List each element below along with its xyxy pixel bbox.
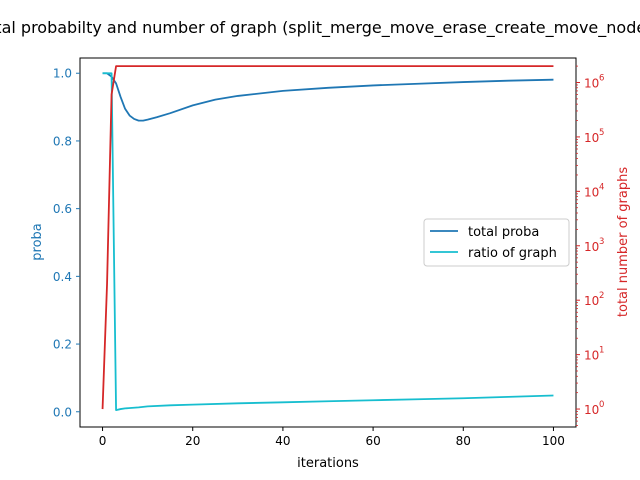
x-axis: 0 20 40 60 80 100 — [99, 427, 565, 448]
legend-box — [423, 218, 570, 267]
y-tick-left-label: 1.0 — [53, 67, 72, 81]
chart-title: total probabilty and number of graph (sp… — [0, 18, 640, 38]
x-axis-label: iterations — [297, 456, 359, 471]
plot-frame — [79, 57, 577, 428]
series-line-ratio-of-graph — [102, 72, 554, 411]
legend: total proba ratio of graph — [423, 218, 570, 267]
y-axis-left: 0.0 0.2 0.4 0.6 0.8 1.0 — [53, 67, 80, 419]
y-tick-right-exponent: 6 — [599, 73, 604, 83]
y-tick-left-label: 0.8 — [53, 134, 72, 148]
series-layer — [101, 65, 554, 411]
y-tick-right-label: 10 — [584, 131, 599, 145]
y-axis-right-label: total number of graphs — [616, 167, 631, 317]
y-tick-right-label: 10 — [584, 185, 599, 199]
y-tick-right-exponent: 0 — [599, 400, 604, 410]
y-tick-right-exponent: 4 — [599, 182, 604, 192]
y-tick-right-label: 10 — [584, 294, 599, 308]
y-tick-right-label: 10 — [584, 76, 599, 90]
y-tick-right-label: 10 — [584, 349, 599, 363]
x-tick-label: 0 — [99, 434, 107, 448]
y-axis-left-label: proba — [30, 223, 45, 260]
x-tick-label: 100 — [542, 434, 565, 448]
y-tick-right-exponent: 2 — [599, 291, 604, 301]
x-tick-label: 40 — [275, 434, 290, 448]
y-tick-right-exponent: 1 — [599, 346, 604, 356]
y-tick-right-label: 10 — [584, 403, 599, 417]
y-tick-right-exponent: 3 — [599, 237, 604, 247]
y-tick-left-label: 0.4 — [53, 270, 72, 284]
x-tick-label: 80 — [456, 434, 471, 448]
x-tick-label: 60 — [365, 434, 380, 448]
legend-label-total-proba: total proba — [468, 225, 539, 240]
legend-label-ratio-of-graph: ratio of graph — [468, 246, 557, 261]
y-tick-right-exponent: 5 — [599, 128, 604, 138]
x-tick-label: 20 — [185, 434, 200, 448]
y-tick-right-label: 10 — [584, 240, 599, 254]
y-tick-left-label: 0.6 — [53, 202, 72, 216]
series-line-total-graphs — [101, 65, 554, 410]
series-line-total-proba — [102, 72, 554, 122]
y-tick-left-label: 0.0 — [53, 405, 72, 419]
y-tick-left-label: 0.2 — [53, 338, 72, 352]
